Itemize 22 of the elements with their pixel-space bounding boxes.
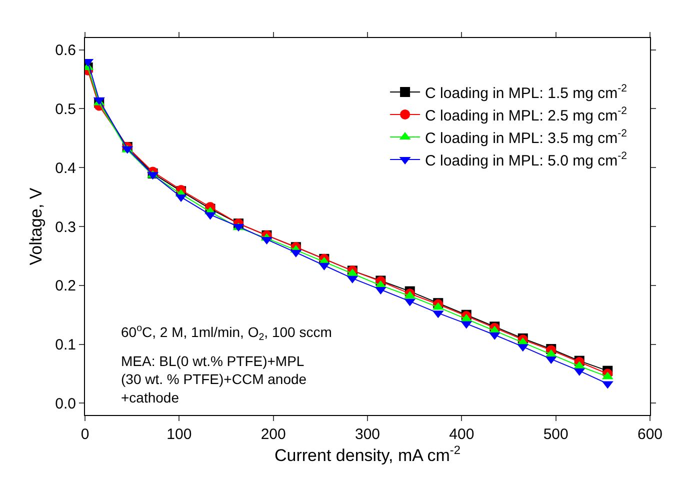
legend-label: C loading in MPL: 2.5 mg cm$^{-2}$ [425,105,628,124]
y-axis-title: Voltage, V [26,187,46,266]
y-tick-label: 0.4 [55,160,76,177]
annotation: MEA: BL(0 wt.% PTFE)+MPL (30 wt. % PTFE)+CCM anode +cathode [121,353,307,406]
y-tick-label: 0.5 [55,100,76,118]
y-tick-label: 0.0 [55,395,76,412]
x-tick-label: 500 [543,426,568,443]
y-tick-label: 0.6 [55,42,76,60]
legend-label: C loading in MPL: 3.5 mg cm$^{-2}$ [425,128,628,147]
x-tick-label: 600 [637,426,663,443]
x-tick-label: 200 [260,426,286,443]
x-tick-label: 300 [354,426,380,443]
annotation: 60$^{o}$C, 2 M, 1ml/min, O$_{2}$, 100 sccm [121,323,332,343]
x-axis-title: Current density, mA cm$^{-2}$ [274,443,461,466]
x-tick-label: 400 [449,426,474,443]
y-tick-label: 0.1 [55,336,76,354]
legend-label: C loading in MPL: 5.0 mg cm$^{-2}$ [425,150,628,170]
y-tick-label: 0.3 [55,218,76,236]
x-tick-label: 0 [80,426,90,443]
y-tick-label: 0.2 [55,278,76,295]
legend-label: C loading in MPL: 1.5 mg cm$^{-2}$ [425,82,628,102]
x-tick-label: 100 [166,426,192,443]
